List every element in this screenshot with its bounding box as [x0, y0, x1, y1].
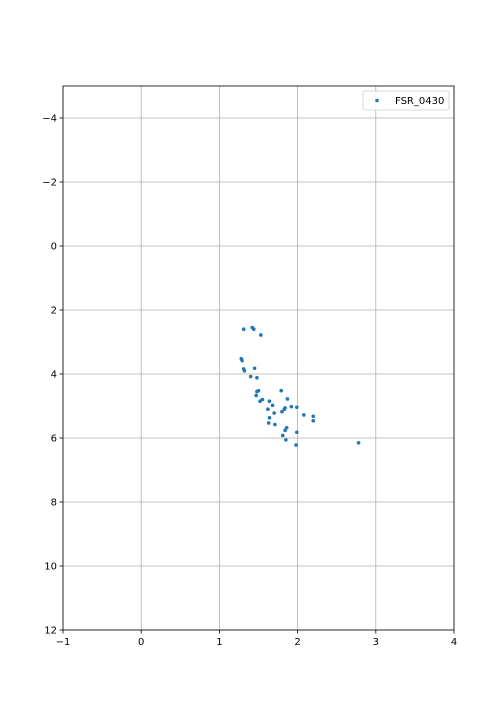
y-tick-label: 8 [51, 498, 57, 509]
y-tick-label: −2 [42, 178, 57, 189]
data-point [294, 443, 298, 447]
data-point [252, 366, 257, 371]
data-point [270, 403, 275, 408]
data-point [289, 404, 294, 409]
x-tick-label: 2 [294, 637, 300, 648]
x-tick-label: 3 [373, 637, 379, 648]
data-point [258, 399, 262, 404]
x-tick-label: 4 [451, 637, 457, 648]
data-point [248, 374, 253, 379]
y-tick-label: 0 [51, 242, 57, 253]
x-tick-label: 1 [216, 637, 222, 648]
data-point [280, 433, 285, 438]
y-tick-label: 10 [44, 562, 57, 573]
data-points [239, 325, 361, 447]
y-tick-label: 2 [51, 306, 57, 317]
y-tick-label: 4 [51, 370, 57, 381]
y-tick-label: −4 [42, 114, 57, 125]
data-point [283, 428, 287, 433]
legend: FSR_0430 [362, 90, 450, 111]
y-tick-label: 12 [44, 626, 57, 637]
data-point [311, 414, 316, 419]
data-point [279, 388, 283, 393]
data-point [295, 405, 299, 410]
data-point [267, 399, 272, 404]
data-point [255, 389, 259, 394]
legend-marker [375, 98, 379, 103]
data-point [280, 409, 284, 414]
data-point [266, 407, 270, 412]
x-tick-label: 0 [138, 637, 144, 648]
data-point [272, 411, 276, 415]
data-point [255, 376, 259, 380]
data-point [242, 369, 247, 373]
x-tick-label: −1 [56, 637, 71, 648]
data-point [282, 407, 287, 412]
data-point [267, 416, 272, 420]
legend-box [362, 90, 450, 111]
data-point [266, 421, 271, 425]
data-point [254, 393, 258, 398]
data-point [285, 397, 290, 401]
plot-frame [62, 85, 455, 631]
data-point [240, 358, 244, 363]
data-point [295, 430, 299, 435]
data-point [311, 418, 316, 423]
data-point [356, 441, 361, 445]
data-point [241, 327, 246, 332]
y-tick-label: 6 [51, 434, 57, 445]
data-point [284, 438, 288, 442]
data-point [302, 413, 306, 417]
legend-label: FSR_0430 [395, 96, 444, 107]
data-point [273, 422, 277, 427]
data-point [252, 327, 256, 332]
data-point [259, 333, 263, 337]
plot-area [63, 86, 454, 630]
